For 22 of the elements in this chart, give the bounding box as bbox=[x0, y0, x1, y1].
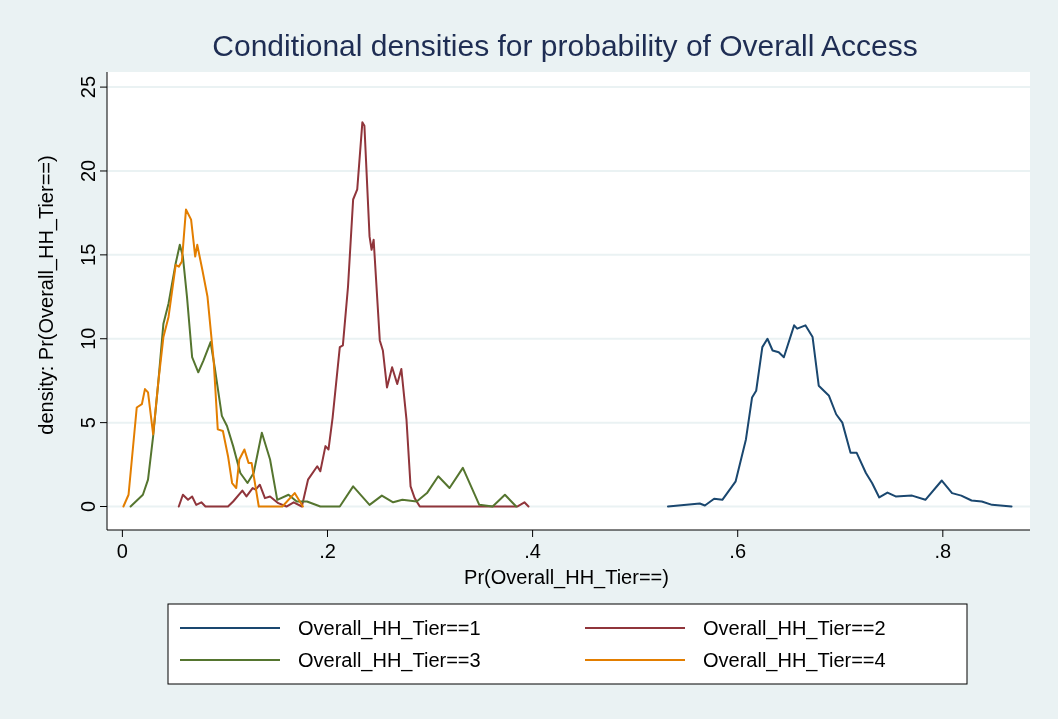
y-tick-label: 0 bbox=[77, 500, 99, 513]
y-tick-label: 20 bbox=[77, 159, 99, 183]
x-axis-title: Pr(Overall_HH_Tier==) bbox=[464, 566, 669, 589]
x-tick-label: .8 bbox=[934, 540, 952, 562]
legend-label: Overall_HH_Tier==1 bbox=[298, 617, 481, 640]
x-tick-label: .4 bbox=[524, 540, 541, 562]
y-tick-label: 25 bbox=[77, 75, 99, 99]
y-tick-label: 10 bbox=[77, 327, 99, 350]
y-axis-title: density: Pr(Overall_HH_Tier==) bbox=[35, 155, 58, 435]
y-tick-label: 5 bbox=[77, 417, 99, 429]
y-tick-label: 15 bbox=[77, 243, 99, 266]
legend-label: Overall_HH_Tier==2 bbox=[703, 617, 886, 640]
line-series bbox=[122, 208, 304, 508]
legend-label: Overall_HH_Tier==4 bbox=[703, 649, 886, 672]
x-tick-label: 0 bbox=[116, 540, 128, 562]
legend-label: Overall_HH_Tier==3 bbox=[298, 649, 481, 672]
x-tick-label: .2 bbox=[319, 540, 336, 562]
line-series bbox=[177, 121, 530, 508]
chart-title: Conditional densities for probability of Overall Access bbox=[212, 29, 918, 62]
line-series bbox=[666, 324, 1013, 508]
x-tick-label: .6 bbox=[729, 540, 747, 562]
line-series bbox=[129, 243, 518, 508]
